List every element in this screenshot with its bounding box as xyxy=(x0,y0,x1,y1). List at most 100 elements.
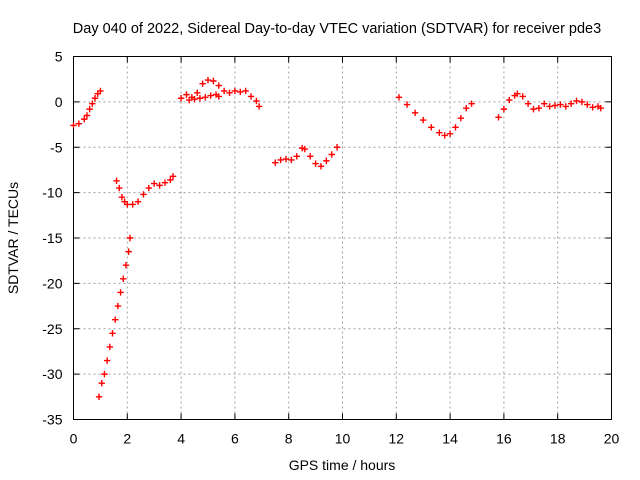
data-point xyxy=(237,88,244,96)
data-point xyxy=(307,153,314,160)
data-point xyxy=(597,105,604,112)
data-point xyxy=(194,89,201,96)
data-point xyxy=(151,180,158,187)
data-point xyxy=(106,343,114,351)
data-point xyxy=(202,94,209,101)
data-point xyxy=(91,95,99,102)
data-point xyxy=(411,109,419,116)
data-point xyxy=(70,122,77,129)
data-point xyxy=(277,156,284,164)
x-tick-label: 14 xyxy=(442,431,458,447)
data-point xyxy=(185,96,193,104)
data-point xyxy=(255,103,263,110)
data-point xyxy=(428,124,435,131)
x-tick-label: 8 xyxy=(285,431,293,447)
y-tick-label: 5 xyxy=(55,49,63,65)
data-series xyxy=(95,234,134,401)
data-point xyxy=(75,120,83,127)
data-point xyxy=(535,105,543,112)
data-point xyxy=(199,80,206,87)
data-series xyxy=(495,90,604,121)
y-tick-label: -25 xyxy=(42,321,62,337)
data-point xyxy=(541,100,548,107)
data-point xyxy=(420,116,427,124)
data-point xyxy=(89,100,96,107)
data-point xyxy=(101,370,108,378)
chart-title: Day 040 of 2022, Sidereal Day-to-day VTE… xyxy=(73,21,601,37)
x-tick-label: 0 xyxy=(70,431,78,447)
y-tick-label: -20 xyxy=(42,275,62,291)
data-point xyxy=(161,179,169,186)
data-point xyxy=(546,103,553,110)
data-series xyxy=(177,76,263,110)
y-tick-label: -35 xyxy=(42,412,62,428)
data-point xyxy=(204,76,212,84)
data-point xyxy=(530,105,537,113)
data-point xyxy=(301,145,309,153)
data-point xyxy=(113,177,120,185)
data-point xyxy=(500,105,508,113)
data-points xyxy=(70,76,604,401)
data-point xyxy=(125,248,132,255)
data-point xyxy=(395,94,403,101)
x-tick-label: 2 xyxy=(123,431,131,447)
x-axis-label: GPS time / hours xyxy=(289,457,396,473)
x-tick-label: 12 xyxy=(389,431,405,447)
data-point xyxy=(403,101,411,108)
data-point xyxy=(247,93,255,100)
data-point xyxy=(231,87,239,95)
data-point xyxy=(98,380,105,387)
data-point xyxy=(519,93,526,100)
data-point xyxy=(452,124,459,131)
data-point xyxy=(328,151,335,158)
x-tick-label: 6 xyxy=(231,431,239,447)
x-tick-label: 4 xyxy=(177,431,185,447)
data-point xyxy=(551,102,559,109)
data-point xyxy=(589,104,596,111)
data-point xyxy=(215,82,222,89)
data-point xyxy=(83,112,91,119)
data-point xyxy=(169,173,177,180)
data-point xyxy=(220,87,228,95)
data-point xyxy=(122,262,130,269)
data-point xyxy=(97,87,104,95)
data-series xyxy=(272,144,341,170)
data-series xyxy=(70,87,104,129)
data-point xyxy=(578,98,586,106)
data-point xyxy=(191,95,198,103)
data-point xyxy=(81,115,88,123)
y-axis-label: SDTVAR / TECUs xyxy=(5,182,21,294)
data-point xyxy=(167,176,174,184)
x-tick-label: 16 xyxy=(496,431,512,447)
data-point xyxy=(293,153,300,160)
data-point xyxy=(134,198,142,205)
data-point xyxy=(118,193,126,201)
grid xyxy=(73,56,612,420)
data-point xyxy=(86,105,93,113)
data-point xyxy=(282,155,290,163)
data-point xyxy=(129,201,136,208)
data-point xyxy=(226,89,233,96)
data-point xyxy=(196,95,204,102)
data-point xyxy=(495,114,502,121)
y-tick-label: -30 xyxy=(42,366,62,382)
data-point xyxy=(116,184,123,192)
y-tick-label: -15 xyxy=(42,230,62,246)
y-tick-label: -10 xyxy=(42,185,62,201)
data-point xyxy=(253,97,260,105)
data-point xyxy=(514,90,521,97)
data-point xyxy=(584,101,591,108)
data-point xyxy=(126,234,134,242)
y-tick-label: -5 xyxy=(50,139,63,155)
data-point xyxy=(333,144,341,151)
data-point xyxy=(183,91,190,98)
data-point xyxy=(524,100,532,107)
data-point xyxy=(506,96,513,104)
data-point xyxy=(124,201,131,208)
data-point xyxy=(207,92,214,99)
data-point xyxy=(210,77,217,85)
data-point xyxy=(562,103,569,110)
data-point xyxy=(111,316,119,323)
data-point xyxy=(156,182,163,189)
data-point xyxy=(140,191,147,198)
